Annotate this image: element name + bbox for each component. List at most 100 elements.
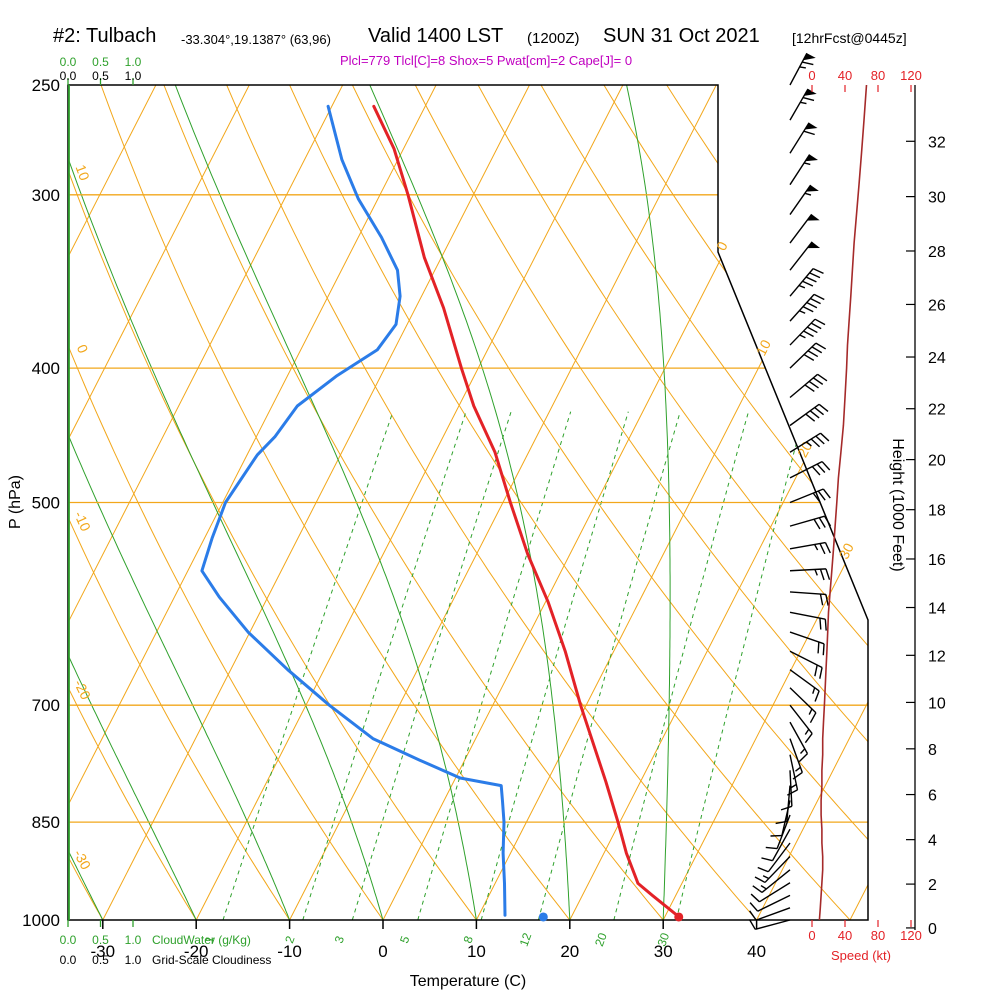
svg-text:1: 1: [202, 934, 218, 945]
svg-text:0.0: 0.0: [60, 69, 77, 83]
svg-text:-10: -10: [277, 942, 302, 961]
cloudwater-label: CloudWater (g/Kg): [152, 933, 251, 947]
dewpoint-curve: [200, 104, 507, 917]
svg-text:1.0: 1.0: [125, 69, 142, 83]
svg-text:6: 6: [928, 788, 937, 805]
svg-text:8: 8: [460, 934, 476, 945]
svg-text:14: 14: [928, 601, 946, 618]
svg-text:850: 850: [32, 813, 60, 832]
sounding-profiles: [200, 104, 679, 917]
svg-text:0: 0: [808, 68, 815, 83]
svg-text:0.5: 0.5: [92, 953, 109, 967]
svg-text:300: 300: [32, 186, 60, 205]
dry-adiabat-labels: 100-10-20-30: [71, 162, 95, 872]
svg-text:10: 10: [467, 942, 486, 961]
pressure-gridlines: [68, 194, 868, 823]
height-axis-title: Height (1000 Feet): [889, 438, 906, 571]
svg-text:0.5: 0.5: [92, 69, 109, 83]
svg-text:8: 8: [928, 742, 937, 759]
station-coords: -33.304°,19.1387° (63,96): [181, 32, 331, 47]
moist-adiabats: [68, 85, 671, 920]
svg-text:10: 10: [753, 337, 774, 358]
svg-text:32: 32: [928, 134, 946, 151]
stability-params: Plcl=779 Tlcl[C]=8 Shox=5 Pwat[cm]=2 Cap…: [340, 53, 633, 68]
svg-text:0: 0: [808, 928, 815, 943]
svg-text:-20: -20: [71, 677, 94, 702]
svg-text:0.0: 0.0: [60, 953, 77, 967]
svg-text:0.5: 0.5: [92, 933, 109, 947]
svg-text:22: 22: [928, 402, 946, 419]
svg-text:26: 26: [928, 297, 946, 314]
svg-text:0: 0: [928, 921, 937, 938]
wind-barbs: [748, 52, 832, 930]
svg-text:12: 12: [928, 648, 946, 665]
svg-text:20: 20: [560, 942, 579, 961]
pressure-axis-labels: 250 300 400 500 700 850 1000: [22, 76, 60, 930]
forecast-info: [12hrFcst@0445z]: [792, 30, 907, 46]
svg-text:0.0: 0.0: [60, 933, 77, 947]
svg-text:500: 500: [32, 494, 60, 513]
svg-text:2: 2: [928, 877, 937, 894]
svg-text:0.5: 0.5: [92, 55, 109, 69]
cloudiness-label: Grid-Scale Cloudiness: [152, 953, 271, 967]
svg-text:3: 3: [332, 934, 348, 945]
svg-text:40: 40: [747, 942, 766, 961]
svg-text:120: 120: [900, 928, 922, 943]
pressure-axis-title: P (hPa): [7, 475, 24, 529]
valid-date: SUN 31 Oct 2021: [603, 25, 760, 47]
mixing-ratio-labels: 1 2 3 5 8 12 20 30: [202, 931, 672, 949]
svg-text:-30: -30: [91, 942, 116, 961]
surface-dewpoint-dot: [538, 912, 548, 922]
svg-text:400: 400: [32, 359, 60, 378]
svg-text:120: 120: [900, 68, 922, 83]
svg-text:80: 80: [871, 928, 885, 943]
svg-text:2: 2: [282, 934, 298, 945]
svg-text:4: 4: [928, 833, 937, 850]
temperature-curve: [372, 104, 679, 917]
temperature-axis-title: Temperature (C): [410, 973, 526, 990]
svg-text:1.0: 1.0: [125, 55, 142, 69]
valid-zulu: (1200Z): [527, 30, 580, 47]
svg-text:16: 16: [928, 552, 946, 569]
svg-text:1.0: 1.0: [125, 953, 142, 967]
svg-text:80: 80: [871, 68, 885, 83]
mixing-ratio-lines: [222, 411, 806, 920]
speed-axis-title: Speed (kt): [831, 948, 891, 963]
svg-text:40: 40: [838, 68, 852, 83]
background-lines: [68, 85, 868, 920]
svg-text:10: 10: [73, 162, 93, 182]
svg-text:30: 30: [654, 942, 673, 961]
svg-text:700: 700: [32, 696, 60, 715]
svg-text:-10: -10: [71, 509, 94, 534]
svg-text:18: 18: [928, 503, 946, 520]
svg-text:1000: 1000: [22, 911, 60, 930]
svg-text:0: 0: [378, 942, 387, 961]
svg-text:1.0: 1.0: [125, 933, 142, 947]
svg-text:0.0: 0.0: [60, 55, 77, 69]
svg-text:5: 5: [397, 934, 413, 945]
svg-text:12: 12: [517, 931, 535, 949]
isotherm-labels: 0 10 20 30: [713, 239, 857, 562]
svg-text:20: 20: [794, 439, 815, 460]
svg-text:30: 30: [836, 540, 857, 561]
svg-text:0: 0: [74, 342, 92, 355]
svg-text:20: 20: [928, 453, 946, 470]
surface-temp-dot: [674, 912, 684, 922]
speed-profile-line: [818, 84, 868, 921]
svg-text:30: 30: [928, 190, 946, 207]
temperature-axis: -30 -20 -10 0 10 20 30 40: [91, 920, 766, 961]
svg-text:0: 0: [713, 239, 731, 253]
svg-text:30: 30: [655, 931, 673, 949]
station-title: #2: Tulbach: [53, 25, 157, 47]
svg-text:10: 10: [928, 695, 946, 712]
svg-text:24: 24: [928, 350, 946, 367]
svg-text:250: 250: [32, 76, 60, 95]
cloudwater-scale: 0.00.00.00.00.50.50.50.51.01.01.01.0Clou…: [60, 55, 272, 967]
speed-axis: 0 0 40 40 80 80 120 120 Speed (kt): [808, 68, 921, 963]
svg-text:28: 28: [928, 244, 946, 261]
svg-text:20: 20: [592, 931, 610, 949]
svg-text:40: 40: [838, 928, 852, 943]
